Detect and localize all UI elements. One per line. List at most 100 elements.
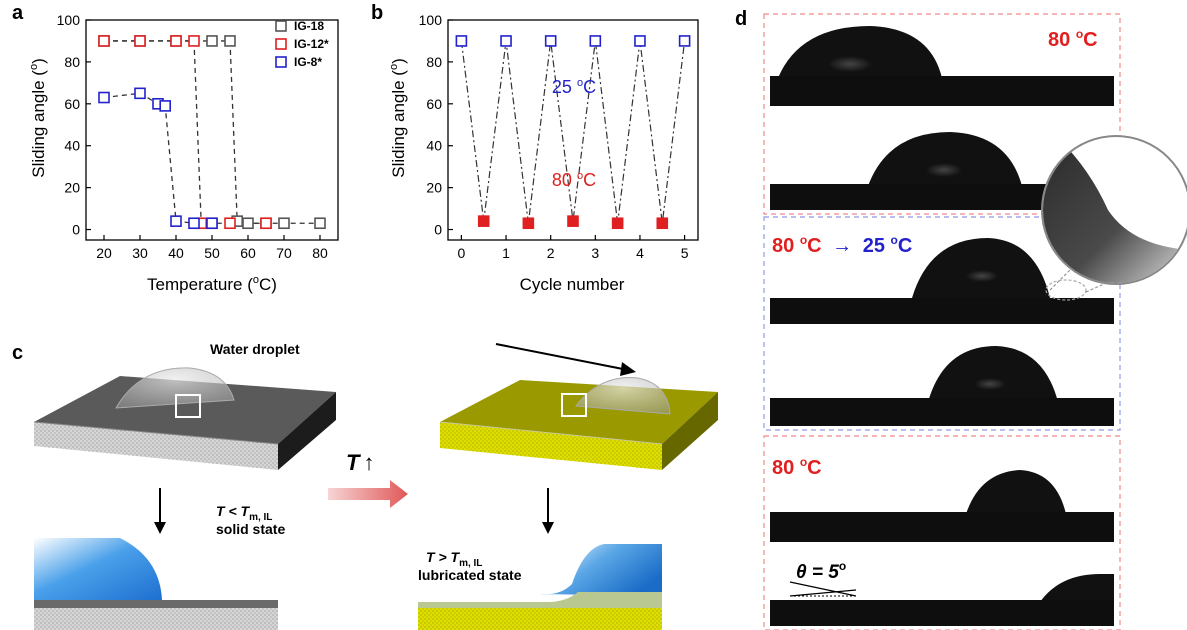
data-point (611, 217, 624, 230)
data-point (170, 215, 182, 227)
y-tick-label: 40 (426, 138, 442, 154)
data-point (224, 35, 236, 47)
chart-b: 0 1 2 3 4 5 0 20 40 60 80 100 Sliding angle (o) Cyc… (388, 12, 699, 294)
frame-reheating (763, 435, 1121, 630)
panel-letter-a: a (12, 2, 24, 24)
y-tick-label: 100 (57, 12, 81, 28)
series-line (103, 92, 212, 224)
chart-a-legend: IG-18 IG-12* IG-8* (275, 19, 329, 69)
data-point (522, 217, 535, 230)
y-tick-label: 60 (64, 96, 80, 112)
down-arrow-right-icon (542, 488, 554, 534)
chart-a: 20 30 40 50 60 70 80 0 20 40 60 80 100 Sliding angle… (28, 12, 339, 294)
cross-section-solid (34, 538, 278, 630)
chart-b-xlabel: Cycle number (520, 275, 625, 294)
data-point (242, 217, 254, 230)
x-tick-label: 50 (204, 245, 220, 261)
x-tick-label: 80 (312, 245, 328, 261)
temperature-arrow-icon (328, 480, 408, 508)
data-point (278, 217, 290, 230)
data-point (589, 35, 602, 47)
zoom-box-icon (175, 394, 201, 418)
y-tick-label: 0 (434, 222, 442, 238)
lubricated-condition: T > Tm, IL (426, 549, 482, 569)
chart-b-annotation-25c: 25 oC (552, 77, 596, 97)
data-point (260, 217, 272, 230)
x-tick-label: 1 (502, 245, 510, 261)
frame-cooling (763, 216, 1121, 431)
data-point (477, 215, 490, 227)
photo-6 (770, 546, 1114, 626)
x-tick-label: 70 (276, 245, 292, 261)
panel-letter-b: b (371, 2, 384, 24)
droplet-lubricated-icon (575, 377, 671, 415)
x-tick-label: 2 (547, 245, 555, 261)
legend-label: IG-18 (294, 19, 324, 33)
photo-label-cooling: 80 oC → 25 oC (772, 233, 912, 257)
data-point (634, 35, 646, 47)
x-tick-label: 3 (591, 245, 599, 261)
y-tick-label: 20 (426, 180, 442, 196)
legend-label: IG-8* (294, 55, 322, 69)
data-point (544, 35, 557, 47)
series-line (104, 40, 320, 224)
data-point (206, 35, 218, 47)
photo-panel-d: 80 oC 80 oC → 25 oC 80 oC θ = 5o (763, 13, 1187, 630)
data-point (314, 217, 326, 230)
data-point (500, 35, 512, 47)
magnified-contact-line (1041, 135, 1187, 293)
x-tick-label: 0 (457, 245, 465, 261)
photo-4 (770, 330, 1114, 426)
data-point (678, 35, 691, 47)
photo-5 (770, 440, 1114, 542)
y-tick-label: 0 (72, 222, 80, 238)
droplet-solid-icon (115, 367, 235, 409)
data-point (134, 87, 146, 100)
schematic-c: Water droplet T < Tm, IL solid state T ↑ (33, 341, 718, 630)
y-tick-label: 100 (419, 12, 443, 28)
panel-letter-c: c (12, 342, 24, 364)
slab-solid (33, 367, 336, 470)
x-tick-label: 60 (240, 245, 256, 261)
data-point (656, 217, 669, 230)
water-droplet-label: Water droplet (210, 341, 300, 357)
y-tick-label: 20 (64, 180, 80, 196)
legend-swatch (275, 56, 287, 68)
solid-condition: T < Tm, IL (216, 503, 272, 523)
legend-label: IG-12* (294, 37, 329, 51)
y-tick-label: 40 (64, 138, 80, 154)
lubricated-state-label: lubricated state (418, 567, 522, 583)
contact-angle-label: θ = 5o (796, 559, 846, 583)
data-point (567, 215, 579, 227)
slab-lubricated (439, 377, 718, 470)
chart-b-ylabel: Sliding angle (o) (388, 58, 408, 178)
sliding-direction-arrow-icon (495, 343, 636, 376)
panel-letter-d: d (735, 8, 748, 30)
photo-1 (770, 20, 1114, 106)
x-tick-label: 4 (636, 245, 644, 261)
temperature-label: T ↑ (346, 450, 374, 475)
zoom-box-right-icon (561, 393, 587, 417)
data-point (224, 217, 236, 230)
x-tick-label: 30 (132, 245, 148, 261)
cross-section-lubricated (418, 544, 662, 630)
series-line (104, 40, 266, 224)
chart-a-ylabel: Sliding angle (o) (28, 58, 48, 178)
plot-frame (447, 19, 699, 241)
series-line (460, 40, 686, 224)
photo-label-reheating: 80 oC (772, 455, 822, 479)
x-tick-label: 40 (168, 245, 184, 261)
y-tick-label: 80 (64, 54, 80, 70)
photo-3 (770, 222, 1114, 324)
chart-b-annotation-80c: 80 oC (552, 170, 596, 190)
data-point (206, 217, 218, 230)
data-point (188, 217, 200, 230)
chart-a-xlabel: Temperature (oC) (147, 274, 277, 294)
data-point (98, 35, 110, 47)
data-point (455, 35, 468, 47)
y-tick-label: 80 (426, 54, 442, 70)
solid-state-label: solid state (216, 521, 285, 537)
down-arrow-left-icon (154, 488, 166, 534)
data-point (134, 35, 146, 47)
data-point (188, 35, 200, 47)
